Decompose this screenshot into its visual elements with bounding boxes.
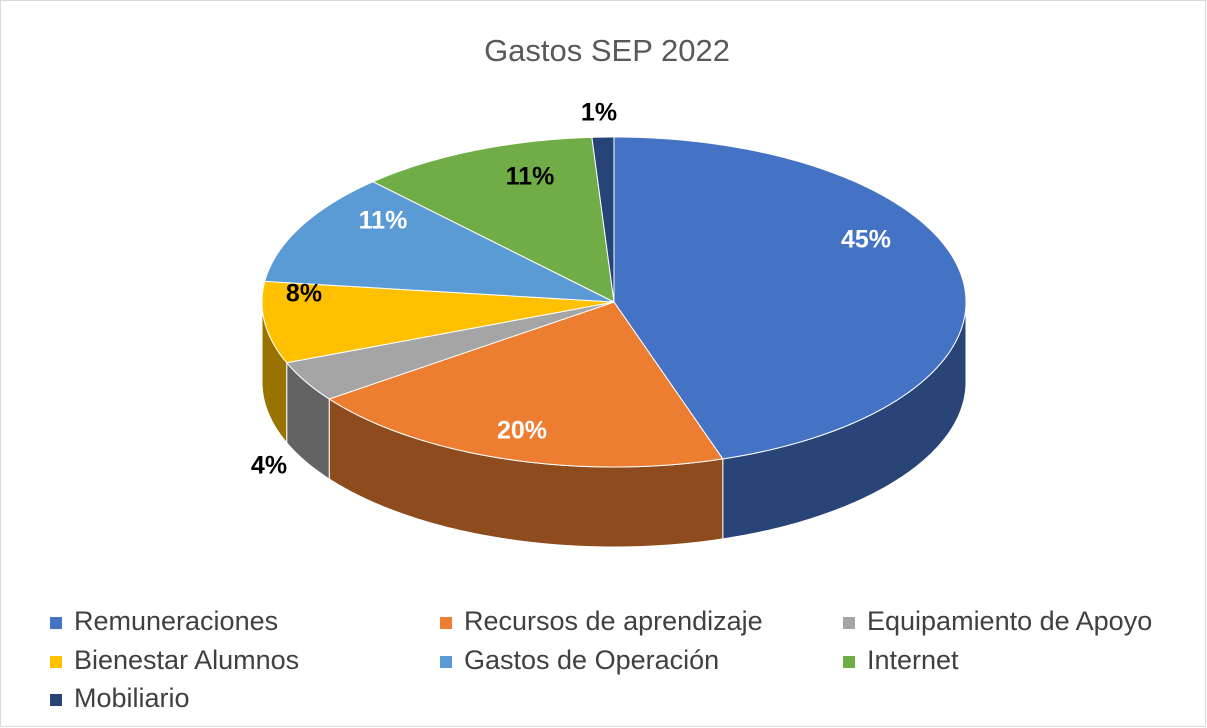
legend-label: Internet (867, 645, 959, 675)
pie-slice (261, 280, 615, 364)
legend-swatch (50, 656, 62, 668)
legend-swatch (50, 694, 62, 706)
data-label: 11% (506, 163, 555, 191)
data-label: 1% (581, 99, 617, 127)
legend-label: Gastos de Operación (464, 645, 719, 675)
pie-slice (613, 136, 967, 460)
pie-slice (285, 301, 615, 400)
chart-title: Gastos SEP 2022 (484, 33, 730, 68)
pie-slice (264, 181, 615, 303)
legend-label: Mobiliario (74, 683, 190, 713)
legend-label: Bienestar Alumnos (74, 645, 299, 675)
data-label: 11% (359, 207, 408, 235)
pie-slice (591, 136, 615, 303)
data-label: 20% (497, 417, 547, 445)
legend-swatch (440, 617, 452, 629)
legend-label: Remuneraciones (74, 606, 278, 636)
legend-swatch (843, 656, 855, 668)
legend-swatch (843, 617, 855, 629)
legend-label: Recursos de aprendizaje (464, 606, 763, 636)
data-label: 8% (286, 280, 322, 308)
data-label: 45% (841, 226, 891, 254)
pie-slice (371, 136, 615, 303)
legend-swatch (50, 617, 62, 629)
legend-swatch (440, 656, 452, 668)
data-label: 4% (251, 452, 287, 480)
pie-slice (328, 301, 724, 468)
legend-label: Equipamiento de Apoyo (867, 606, 1152, 636)
